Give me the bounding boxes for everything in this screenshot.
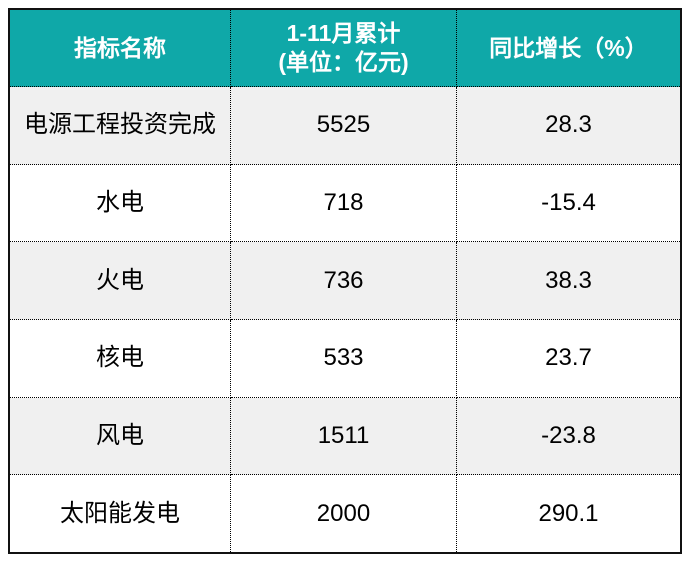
row-cumulative-value: 533 xyxy=(231,320,457,398)
table-header-row: 指标名称 1-11月累计 (单位：亿元) 同比增长（%） xyxy=(10,10,680,87)
row-cumulative-value: 736 xyxy=(231,242,457,321)
row-indicator-name: 电源工程投资完成 xyxy=(10,87,231,165)
row-yoy-growth: -23.8 xyxy=(457,398,680,476)
row-yoy-growth: 290.1 xyxy=(538,499,599,527)
row-indicator-name: 太阳能发电 xyxy=(10,475,231,553)
table-body: 电源工程投资完成 5525 28.3 水电 718 -15.4 火电 736 3… xyxy=(10,87,680,553)
row-cumulative-value: 5525 xyxy=(231,87,457,165)
row-indicator-name: 水电 xyxy=(10,164,231,243)
header-cumulative-line1: 1-11月累计 xyxy=(286,20,401,47)
row-indicator-name: 火电 xyxy=(10,242,231,321)
header-cumulative-line2: (单位：亿元) xyxy=(278,49,409,75)
header-indicator-name: 指标名称 xyxy=(10,10,231,87)
table-row: 水电 718 -15.4 xyxy=(10,164,680,243)
table-row: 太阳能发电 2000 290.1 xyxy=(10,475,680,553)
row-yoy-growth: -15.4 xyxy=(457,165,680,243)
table-row: 核电 533 23.7 xyxy=(10,320,680,398)
table-row: 风电 1511 -23.8 xyxy=(10,397,680,476)
header-cumulative: 1-11月累计 (单位：亿元) xyxy=(231,10,457,87)
row-cumulative-value: 1511 xyxy=(231,397,457,476)
table-row: 电源工程投资完成 5525 28.3 xyxy=(10,87,680,165)
row-yoy-growth: 23.7 xyxy=(457,320,680,398)
row-cumulative-value: 2000 xyxy=(231,475,457,553)
data-table: 指标名称 1-11月累计 (单位：亿元) 同比增长（%） 电源工程投资完成 55… xyxy=(8,8,682,554)
table-row: 火电 736 38.3 xyxy=(10,242,680,321)
row-yoy-growth: 28.3 xyxy=(457,87,680,165)
header-yoy-growth: 同比增长（%） xyxy=(457,10,680,87)
row-indicator-name: 核电 xyxy=(10,320,231,398)
row-cumulative-value: 718 xyxy=(231,164,457,243)
row-indicator-name: 风电 xyxy=(10,397,231,476)
row-yoy-growth: 38.3 xyxy=(457,242,680,321)
